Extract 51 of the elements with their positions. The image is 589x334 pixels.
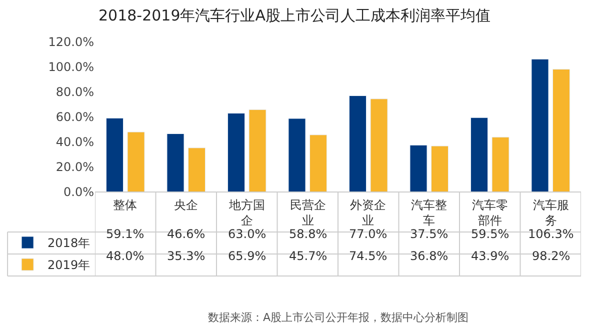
data-label: 77.0% <box>349 227 388 241</box>
data-label: 98.2% <box>532 249 570 263</box>
legend-label: 2018年 <box>48 236 90 250</box>
bar <box>431 146 449 192</box>
data-label: 43.9% <box>471 249 510 263</box>
bar <box>227 113 245 192</box>
data-label: 59.1% <box>106 227 144 241</box>
data-label: 106.3% <box>528 227 574 241</box>
bar <box>106 118 124 192</box>
x-tick-label: 汽车零部件 <box>472 198 508 228</box>
data-label: 37.5% <box>410 227 448 241</box>
data-label: 63.0% <box>228 227 266 241</box>
bar <box>127 132 145 192</box>
y-tick-label: 40.0% <box>56 135 94 150</box>
bar <box>310 134 328 192</box>
data-label: 74.5% <box>349 249 388 263</box>
bar <box>531 58 549 192</box>
source-note: 数据来源：A股上市公司公开年报，数据中心分析制图 <box>208 311 469 324</box>
bar <box>370 98 388 192</box>
x-tick-label: 汽车整车 <box>411 198 447 228</box>
bar <box>410 144 428 192</box>
data-label: 36.8% <box>410 249 448 263</box>
data-label: 58.8% <box>289 227 328 241</box>
y-tick-label: 20.0% <box>56 160 94 174</box>
y-tick-label: 0.0% <box>64 185 94 200</box>
y-tick-label: 100.0% <box>48 60 94 74</box>
bar <box>288 118 306 192</box>
data-label: 65.9% <box>228 249 266 263</box>
data-label: 46.6% <box>167 227 206 241</box>
bar <box>248 109 266 192</box>
x-tick-label: 央企 <box>174 198 198 212</box>
data-label: 35.3% <box>167 249 206 263</box>
y-tick-label: 120.0% <box>48 35 94 50</box>
bar <box>552 69 570 192</box>
x-tick-label: 汽车服务 <box>533 198 569 228</box>
bar <box>470 117 488 192</box>
bar <box>188 148 206 192</box>
chart-title: 2018-2019年汽车行业A股上市公司人工成本利润率平均值 <box>98 6 491 24</box>
y-tick-label: 60.0% <box>56 110 94 124</box>
bar <box>492 136 510 192</box>
x-tick-label: 地方国企 <box>228 198 265 228</box>
legend-label: 2019年 <box>48 258 90 272</box>
x-tick-label: 外资企业 <box>350 198 386 228</box>
data-label: 45.7% <box>289 249 328 263</box>
x-tick-label: 整体 <box>113 198 137 212</box>
data-label: 48.0% <box>106 249 144 263</box>
data-label: 59.5% <box>471 227 510 241</box>
y-tick-label: 80.0% <box>56 85 94 100</box>
bar <box>348 96 366 192</box>
bar <box>166 134 184 192</box>
x-tick-label: 民营企业 <box>290 198 326 228</box>
